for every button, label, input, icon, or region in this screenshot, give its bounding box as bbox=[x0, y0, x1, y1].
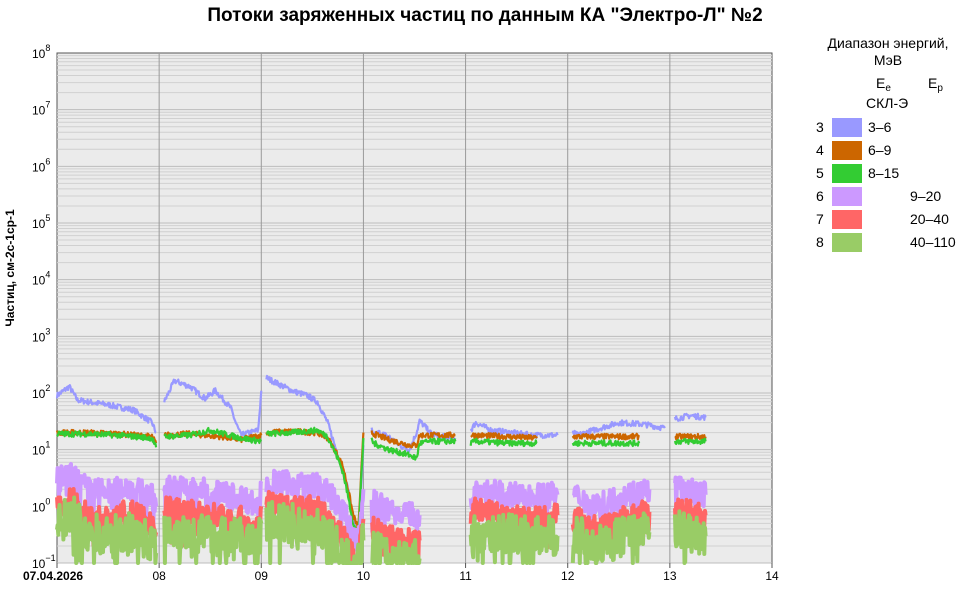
series-line bbox=[571, 432, 640, 441]
series-ch6 bbox=[55, 462, 708, 555]
x-tick-label: 07.04.2026 bbox=[23, 569, 83, 583]
legend-range: 40–110 bbox=[910, 234, 956, 250]
legend-swatch bbox=[832, 210, 862, 229]
legend-swatch bbox=[832, 187, 862, 206]
y-tick-label: 107 bbox=[32, 100, 50, 118]
legend-channel: 6 bbox=[816, 188, 824, 204]
legend-col-protons: Ep bbox=[928, 75, 943, 94]
series-ch8 bbox=[55, 495, 708, 565]
legend-swatch bbox=[832, 164, 862, 183]
series-line bbox=[469, 420, 559, 440]
x-tick-label: 10 bbox=[357, 569, 371, 583]
x-tick-label: 08 bbox=[152, 569, 166, 583]
legend-swatch bbox=[832, 118, 862, 137]
y-tick-label: 105 bbox=[32, 213, 50, 231]
x-axis: 07.04.2026 08 09 10 11 12 13 14 bbox=[23, 563, 779, 583]
legend-instrument: СКЛ-Э bbox=[866, 95, 908, 111]
series-line bbox=[264, 468, 366, 555]
series-line bbox=[264, 500, 366, 565]
series-layer bbox=[55, 374, 708, 565]
series-ch5 bbox=[56, 426, 707, 539]
legend-title-units: МэВ bbox=[874, 52, 902, 68]
legend-title: Диапазон энергий, bbox=[827, 35, 948, 51]
series-line bbox=[673, 437, 707, 446]
x-tick-label: 12 bbox=[561, 569, 575, 583]
series-line bbox=[163, 426, 263, 445]
y-tick-label: 10−1 bbox=[32, 553, 56, 571]
series-line bbox=[673, 475, 708, 512]
legend-swatch bbox=[832, 233, 862, 252]
series-line bbox=[674, 432, 707, 441]
series-line bbox=[370, 430, 456, 449]
series-line bbox=[469, 437, 538, 448]
series-line bbox=[55, 495, 159, 565]
series-line bbox=[265, 426, 365, 539]
series-line bbox=[56, 430, 158, 448]
y-axis-label: Частиц, см-2с-1ср-1 bbox=[3, 209, 17, 327]
legend-range: 20–40 bbox=[910, 211, 949, 227]
legend-range: 8–15 bbox=[868, 165, 899, 181]
series-line bbox=[468, 512, 560, 565]
y-tick-label: 106 bbox=[32, 156, 50, 174]
y-tick-label: 103 bbox=[32, 326, 50, 344]
series-line bbox=[55, 462, 159, 529]
series-line bbox=[570, 511, 652, 565]
x-tick-label: 09 bbox=[255, 569, 269, 583]
legend: Диапазон энергий,МэВ Ee Ep СКЛ-Э 3 3–6 4 6–9 5 8–… bbox=[816, 35, 956, 252]
series-line bbox=[162, 474, 264, 534]
series-line bbox=[370, 437, 457, 461]
x-tick-label: 13 bbox=[663, 569, 677, 583]
legend-range: 6–9 bbox=[868, 142, 892, 158]
x-tick-label: 11 bbox=[459, 569, 472, 583]
series-ch3 bbox=[55, 374, 707, 546]
series-line bbox=[571, 478, 652, 530]
series-line bbox=[370, 530, 422, 565]
legend-range: 9–20 bbox=[910, 188, 941, 204]
y-tick-label: 100 bbox=[32, 496, 50, 514]
series-line bbox=[468, 478, 560, 533]
series-line bbox=[162, 513, 264, 565]
y-tick-label: 104 bbox=[32, 270, 50, 288]
legend-swatch bbox=[832, 141, 862, 160]
series-line bbox=[470, 432, 538, 441]
series-line bbox=[673, 509, 708, 565]
legend-channel: 8 bbox=[816, 234, 824, 250]
series-line bbox=[571, 439, 641, 448]
x-tick-label: 14 bbox=[765, 569, 779, 583]
y-tick-label: 102 bbox=[32, 383, 50, 401]
legend-channel: 3 bbox=[816, 119, 824, 135]
legend-channel: 5 bbox=[816, 165, 824, 181]
y-axis: 108 107 106 105 104 103 102 101 100 10−1 bbox=[32, 43, 56, 571]
y-tick-label: 108 bbox=[32, 43, 50, 61]
series-line bbox=[55, 487, 159, 548]
legend-channel: 7 bbox=[816, 211, 824, 227]
series-line bbox=[673, 412, 707, 422]
chart-title: Потоки заряженных частиц по данным КА "Э… bbox=[207, 5, 762, 26]
legend-col-electrons: Ee bbox=[876, 75, 891, 94]
series-line bbox=[55, 384, 157, 434]
y-tick-label: 101 bbox=[32, 440, 50, 458]
legend-range: 3–6 bbox=[868, 119, 892, 135]
legend-channel: 4 bbox=[816, 142, 824, 158]
